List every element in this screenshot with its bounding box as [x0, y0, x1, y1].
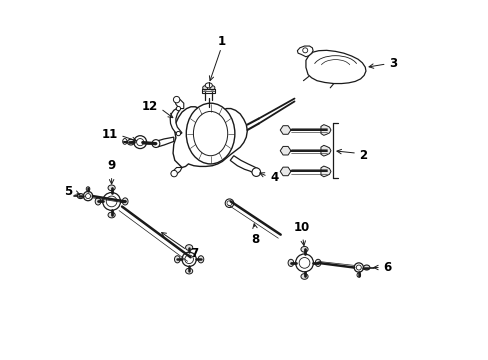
Polygon shape: [320, 125, 330, 135]
Polygon shape: [173, 107, 247, 167]
Ellipse shape: [182, 252, 196, 266]
Polygon shape: [280, 147, 290, 155]
Polygon shape: [320, 145, 330, 156]
Text: 3: 3: [389, 57, 397, 71]
Ellipse shape: [315, 259, 320, 266]
Text: 8: 8: [250, 233, 259, 246]
Ellipse shape: [86, 187, 90, 191]
Polygon shape: [280, 126, 290, 134]
Text: 12: 12: [142, 100, 158, 113]
Polygon shape: [280, 167, 290, 176]
Ellipse shape: [185, 268, 192, 274]
Ellipse shape: [184, 255, 193, 264]
Polygon shape: [297, 46, 312, 57]
Polygon shape: [175, 99, 183, 109]
Text: 1: 1: [217, 35, 225, 48]
Ellipse shape: [302, 48, 307, 53]
Ellipse shape: [108, 185, 115, 191]
Ellipse shape: [174, 256, 180, 263]
Polygon shape: [154, 137, 173, 147]
Ellipse shape: [295, 254, 313, 272]
Ellipse shape: [136, 139, 143, 146]
Text: 7: 7: [189, 247, 198, 260]
Ellipse shape: [226, 201, 231, 206]
Text: 6: 6: [383, 261, 391, 274]
Ellipse shape: [205, 83, 212, 88]
Polygon shape: [171, 167, 182, 176]
Text: 10: 10: [293, 221, 309, 234]
Ellipse shape: [106, 196, 117, 207]
Ellipse shape: [300, 247, 307, 252]
Ellipse shape: [95, 198, 101, 205]
Ellipse shape: [102, 193, 121, 210]
Ellipse shape: [287, 259, 293, 266]
Text: 5: 5: [64, 185, 72, 198]
Ellipse shape: [209, 86, 214, 90]
Ellipse shape: [356, 265, 361, 270]
Text: 11: 11: [101, 128, 118, 141]
Polygon shape: [230, 156, 258, 174]
Text: 4: 4: [270, 171, 278, 184]
Ellipse shape: [185, 245, 192, 250]
Ellipse shape: [127, 139, 134, 145]
Polygon shape: [202, 89, 215, 93]
Ellipse shape: [193, 111, 227, 156]
Ellipse shape: [353, 263, 363, 272]
Ellipse shape: [108, 212, 115, 218]
Text: 9: 9: [107, 159, 116, 172]
Polygon shape: [170, 109, 182, 134]
Ellipse shape: [122, 198, 128, 205]
Ellipse shape: [198, 256, 203, 263]
Ellipse shape: [251, 168, 260, 176]
Ellipse shape: [300, 274, 307, 279]
Ellipse shape: [171, 170, 177, 177]
Ellipse shape: [186, 103, 234, 164]
Ellipse shape: [203, 86, 207, 90]
Polygon shape: [305, 50, 365, 84]
Ellipse shape: [176, 107, 180, 111]
Polygon shape: [320, 166, 330, 177]
Ellipse shape: [85, 194, 90, 199]
Ellipse shape: [176, 131, 180, 136]
Ellipse shape: [77, 194, 83, 199]
Ellipse shape: [225, 199, 233, 207]
Ellipse shape: [363, 265, 369, 270]
Ellipse shape: [356, 273, 360, 277]
Ellipse shape: [122, 139, 127, 144]
Text: 2: 2: [358, 149, 366, 162]
Ellipse shape: [173, 96, 180, 103]
Ellipse shape: [83, 192, 93, 201]
Ellipse shape: [299, 257, 309, 268]
Ellipse shape: [134, 136, 146, 149]
Ellipse shape: [152, 140, 160, 148]
